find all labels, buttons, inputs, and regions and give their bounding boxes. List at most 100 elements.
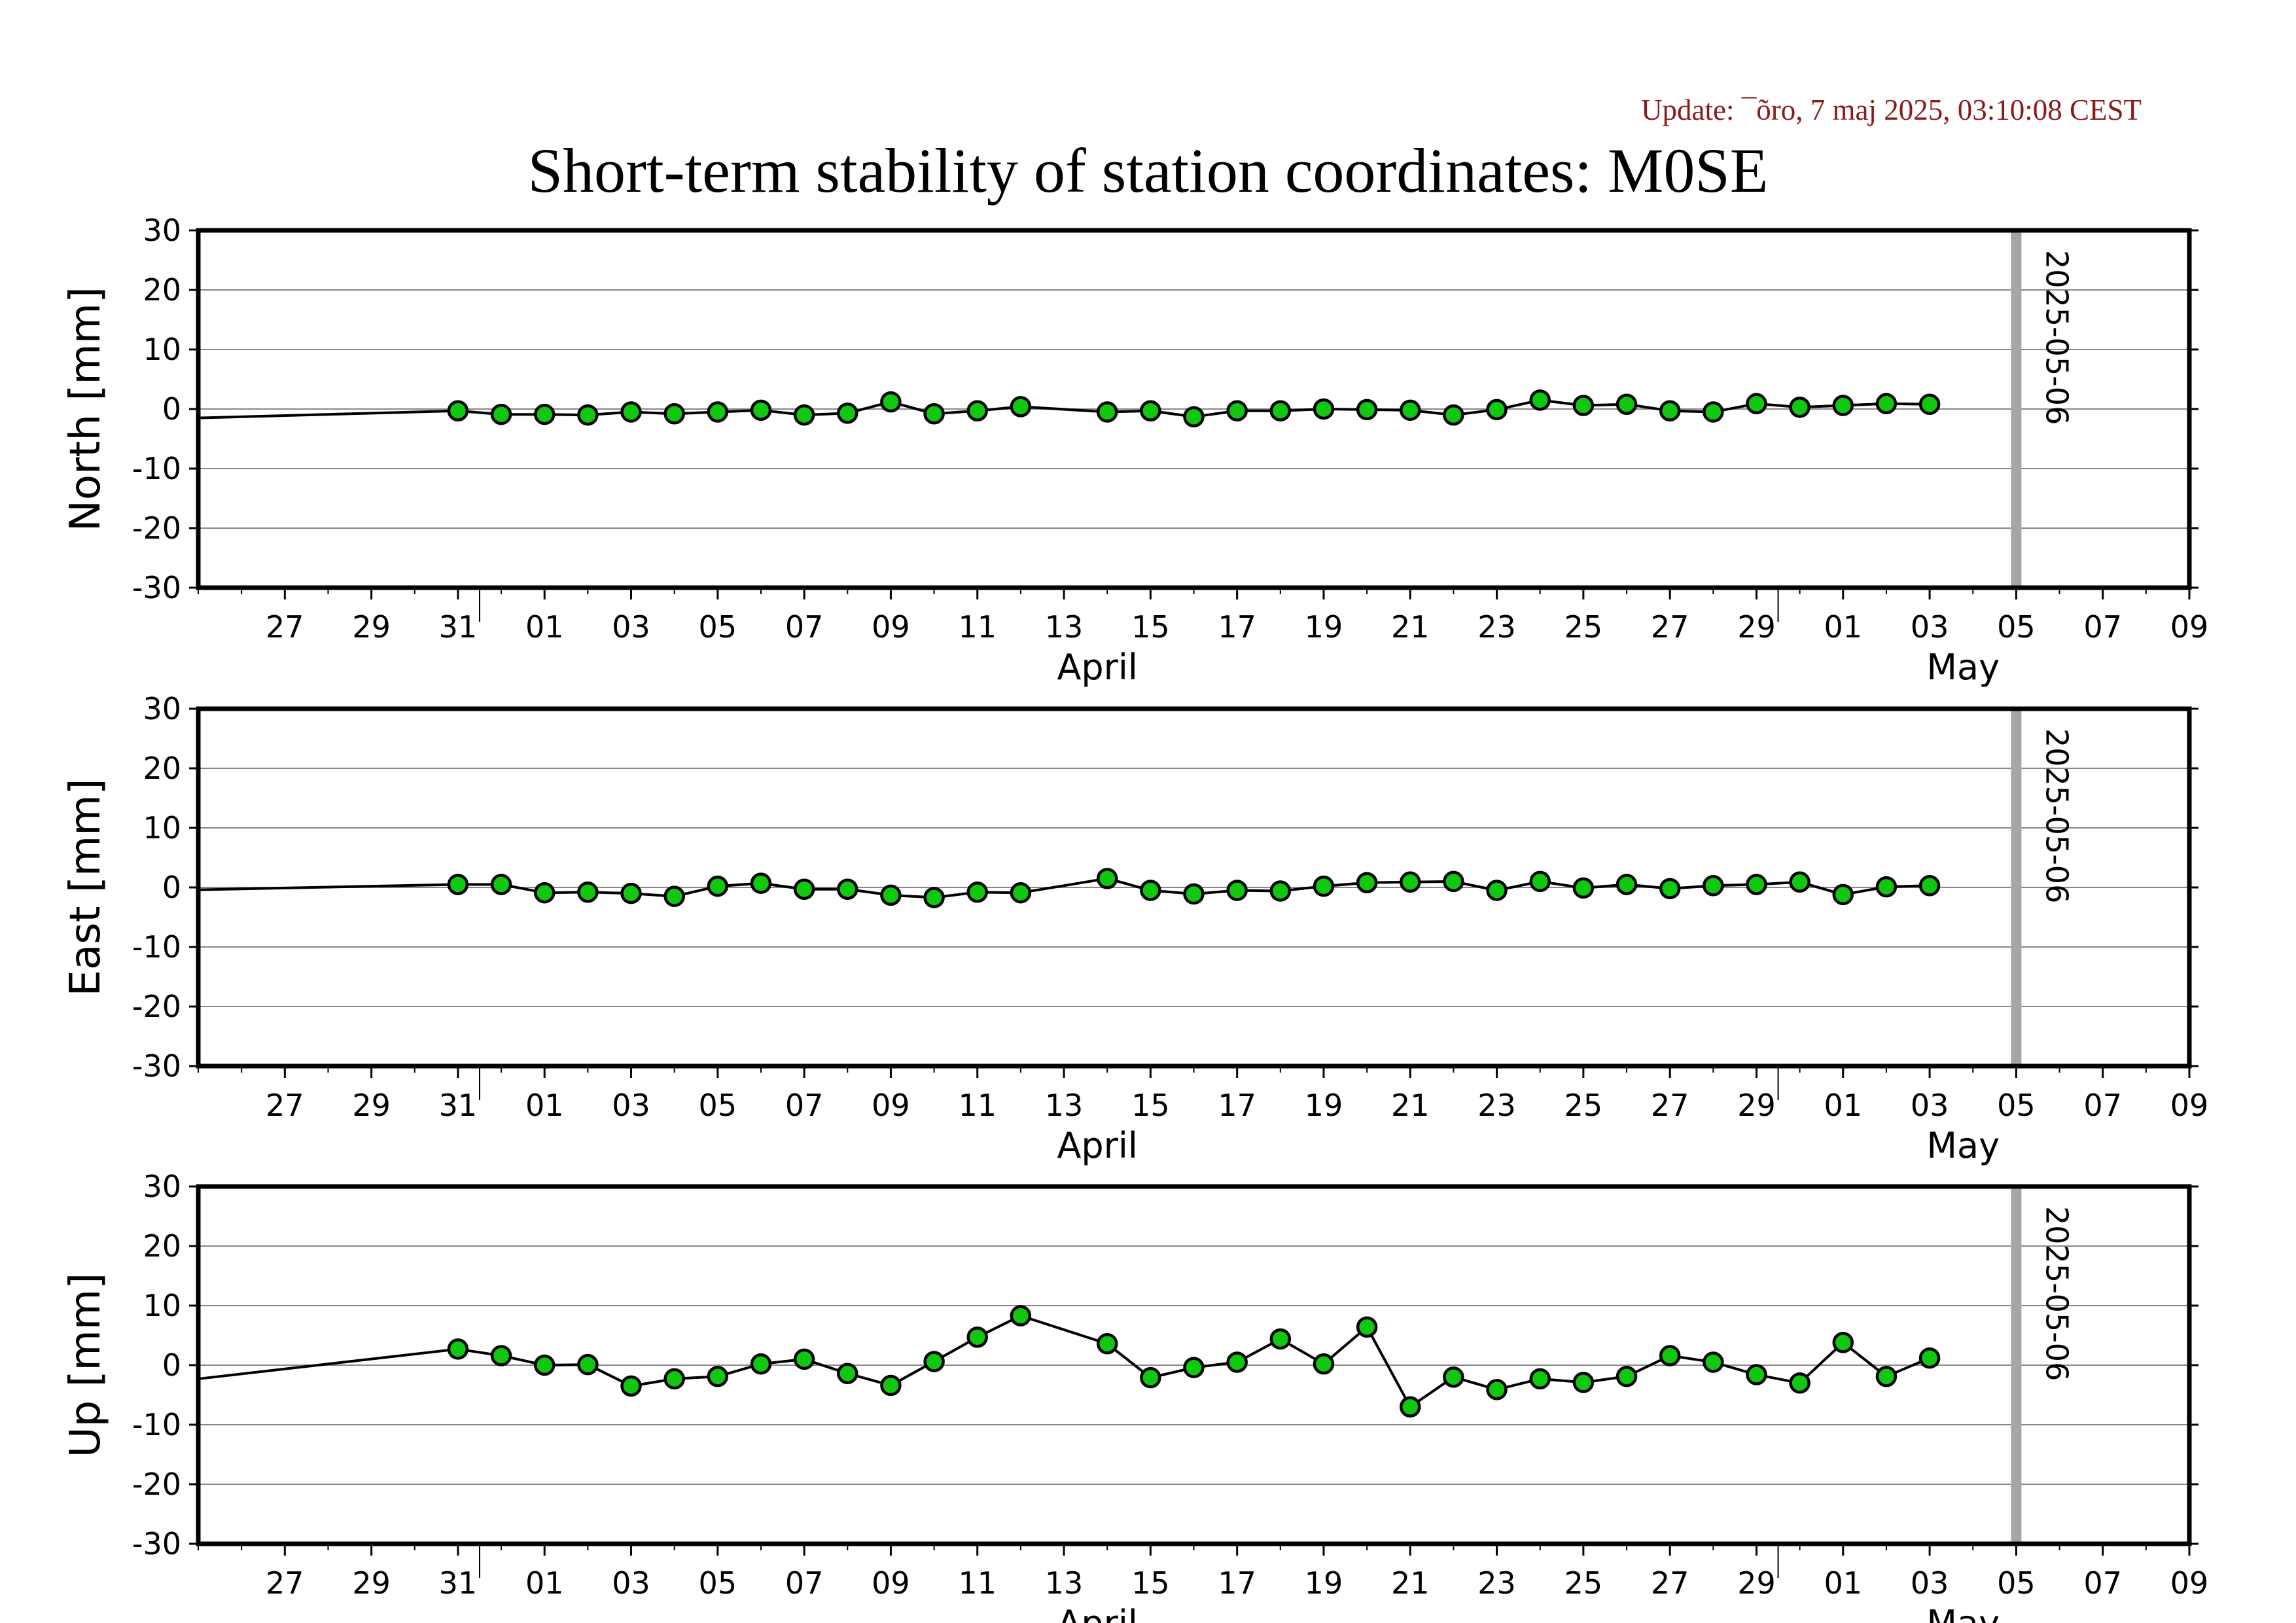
month-label: May: [1926, 1603, 2000, 1623]
data-point: [1400, 1396, 1421, 1418]
data-point: [1616, 874, 1638, 895]
data-point: [1529, 389, 1551, 411]
x-tick-label: 19: [1305, 1088, 1343, 1123]
data-point: [1703, 875, 1724, 897]
y-tick-label: -10: [132, 929, 181, 965]
current-date-label: 2025-05-06: [2039, 728, 2074, 903]
current-date-label: 2025-05-06: [2039, 1206, 2074, 1381]
y-tick-label: -20: [132, 989, 181, 1024]
x-tick-label: 27: [1651, 1565, 1689, 1601]
x-tick-label: 15: [1131, 609, 1170, 645]
data-point: [663, 1368, 685, 1390]
x-tick-label: 31: [439, 1088, 478, 1123]
x-tick-label: 09: [2170, 609, 2209, 645]
data-point: [1096, 401, 1118, 423]
data-point: [620, 882, 642, 904]
x-tick-label: 29: [1737, 609, 1776, 645]
data-point: [1140, 880, 1161, 901]
data-point: [577, 1353, 599, 1376]
data-point: [1572, 877, 1595, 899]
x-tick-label: 27: [1651, 609, 1689, 645]
data-point: [1226, 880, 1248, 901]
data-point: [1486, 880, 1508, 901]
data-point: [837, 878, 858, 900]
data-point: [1313, 398, 1335, 420]
data-point: [1140, 400, 1161, 421]
x-tick-label: 09: [872, 1088, 910, 1123]
chart-title: Short-term stability of station coordina…: [527, 135, 1769, 205]
data-point: [750, 399, 772, 421]
data-point: [707, 401, 729, 423]
data-point: [1789, 1372, 1810, 1394]
data-point: [966, 1326, 988, 1348]
data-point: [1096, 1332, 1118, 1355]
month-label: April: [1057, 1125, 1137, 1166]
data-point: [490, 1345, 512, 1366]
data-point: [1140, 1366, 1161, 1389]
data-point: [1746, 1364, 1767, 1385]
data-point: [1832, 395, 1854, 416]
y-tick-label: 0: [162, 1347, 181, 1383]
data-point: [533, 403, 556, 425]
y-tick-label: 0: [162, 870, 181, 905]
data-point: [1486, 1379, 1508, 1400]
data-point: [837, 1363, 858, 1384]
plot-frame: [196, 706, 2192, 1069]
data-point: [750, 872, 772, 894]
x-tick-label: 01: [1824, 1088, 1863, 1123]
x-tick-label: 13: [1045, 609, 1084, 645]
data-point: [1443, 404, 1464, 426]
x-tick-label: 27: [266, 609, 304, 645]
x-tick-label: 21: [1391, 1088, 1430, 1123]
data-point: [1400, 871, 1421, 893]
data-point: [1746, 393, 1767, 415]
data-point: [1832, 1332, 1854, 1353]
x-tick-label: 21: [1391, 1565, 1430, 1601]
data-point: [880, 1374, 902, 1397]
data-point: [880, 391, 902, 413]
data-point: [1269, 1328, 1292, 1350]
x-tick-label: 29: [352, 1088, 391, 1123]
y-tick-label: 30: [143, 691, 181, 726]
data-point: [1703, 401, 1724, 423]
x-tick-label: 11: [958, 1565, 997, 1601]
x-tick-label: 19: [1305, 1565, 1343, 1601]
x-tick-label: 23: [1477, 609, 1516, 645]
y-tick-label: -20: [132, 510, 181, 546]
x-tick-label: 07: [2083, 1565, 2122, 1601]
x-tick-label: 05: [1997, 1088, 2036, 1123]
x-tick-label: 09: [2170, 1565, 2209, 1601]
data-point: [793, 1348, 815, 1370]
data-point: [793, 878, 815, 900]
data-point: [1400, 399, 1421, 421]
data-point: [1875, 876, 1898, 898]
data-point: [1183, 883, 1205, 905]
x-tick-label: 31: [439, 1565, 478, 1601]
x-tick-label: 03: [612, 1565, 650, 1601]
y-tick-label: 10: [143, 332, 181, 367]
x-tick-label: 05: [1997, 609, 2036, 645]
x-tick-label: 11: [958, 1088, 997, 1123]
data-point: [1313, 875, 1335, 897]
x-tick-label: 01: [525, 609, 564, 645]
data-point: [620, 1375, 642, 1397]
x-tick-label: 07: [2083, 609, 2122, 645]
y-tick-label: 10: [143, 810, 181, 846]
y-tick-label: -30: [132, 570, 181, 605]
x-tick-label: 01: [1824, 1565, 1863, 1601]
data-point: [707, 1366, 729, 1387]
data-point: [663, 403, 685, 425]
x-tick-label: 23: [1477, 1565, 1516, 1601]
data-point: [1918, 1347, 1941, 1369]
x-tick-label: 01: [1824, 609, 1863, 645]
x-tick-label: 31: [439, 609, 478, 645]
x-tick-label: 07: [785, 609, 824, 645]
data-point: [1183, 406, 1205, 428]
y-tick-label: -10: [132, 1407, 181, 1442]
data-point: [447, 1338, 469, 1360]
x-tick-label: 29: [1737, 1565, 1776, 1601]
data-point: [1875, 1366, 1898, 1387]
data-point: [1529, 1368, 1551, 1390]
data-point: [1746, 874, 1767, 895]
y-tick-label: 10: [143, 1288, 181, 1323]
